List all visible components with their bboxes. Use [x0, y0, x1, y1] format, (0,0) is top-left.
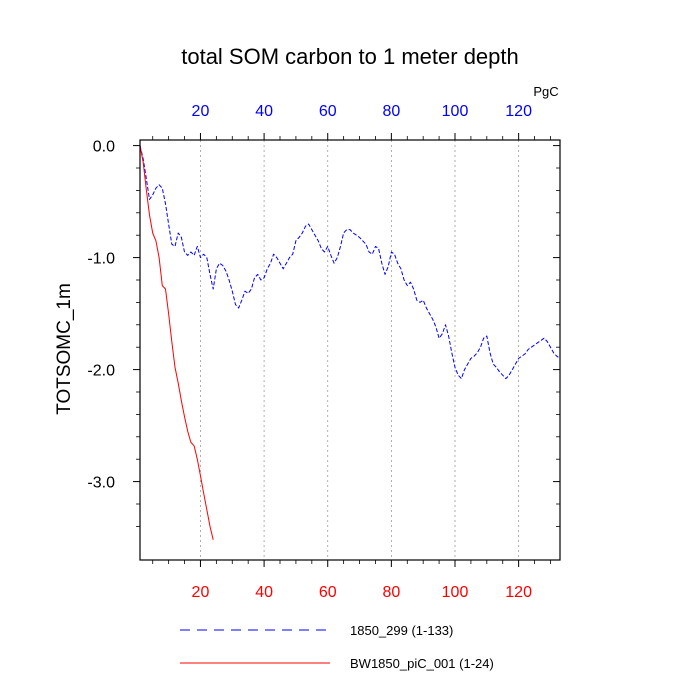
x-top-tick-label: 100: [442, 103, 469, 120]
series-line-red: [139, 145, 214, 540]
y-tick-label: -2.0: [87, 363, 115, 380]
chart-title: total SOM carbon to 1 meter depth: [181, 44, 519, 69]
series-line-blue: [139, 145, 561, 380]
legend-label-red: BW1850_piC_001 (1-24): [350, 656, 494, 671]
x-bottom-tick-label: 100: [442, 584, 469, 601]
y-tick-label: -3.0: [87, 475, 115, 492]
y-tick-label: -1.0: [87, 251, 115, 268]
ticks: 20 20 40 40 60 60 80 80 100 100 120 120 0.0 -1.0 -2.0 -…: [87, 103, 560, 601]
x-top-tick-label: 60: [319, 103, 337, 120]
x-bottom-tick-label: 40: [255, 584, 273, 601]
units-label: PgC: [533, 84, 558, 99]
legend: 1850_299 (1-133) BW1850_piC_001 (1-24): [180, 623, 494, 671]
x-bottom-tick-label: 20: [192, 584, 210, 601]
y-axis-label: TOTSOMC_1m: [54, 283, 75, 415]
plot-frame: [139, 139, 561, 561]
x-bottom-tick-label: 60: [319, 584, 337, 601]
y-tick-label: 0.0: [93, 139, 115, 156]
x-bottom-tick-label: 80: [382, 584, 400, 601]
grid: [200, 140, 520, 560]
x-top-tick-label: 20: [192, 103, 210, 120]
x-top-tick-label: 80: [382, 103, 400, 120]
series-layer: [139, 145, 561, 540]
x-top-tick-label: 40: [255, 103, 273, 120]
x-bottom-tick-label: 120: [505, 584, 532, 601]
legend-label-blue: 1850_299 (1-133): [350, 623, 453, 638]
x-top-tick-label: 120: [505, 103, 532, 120]
